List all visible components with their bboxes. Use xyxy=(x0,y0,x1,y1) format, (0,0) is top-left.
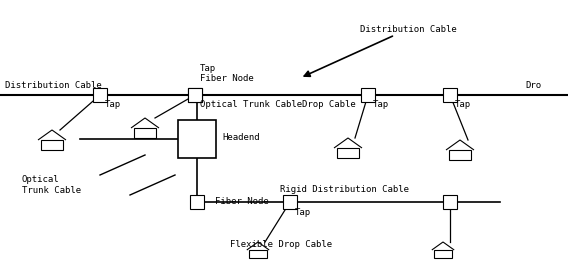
Bar xyxy=(249,250,267,258)
Bar xyxy=(188,88,202,102)
Text: Fiber Node: Fiber Node xyxy=(200,74,254,83)
Bar xyxy=(443,88,457,102)
Text: Rigid Distribution Cable: Rigid Distribution Cable xyxy=(280,185,409,194)
Bar xyxy=(41,140,63,150)
Text: Tap: Tap xyxy=(373,100,389,109)
Text: Distribution Cable: Distribution Cable xyxy=(360,25,457,34)
Text: Drop Cable: Drop Cable xyxy=(302,100,356,109)
Text: Tap: Tap xyxy=(455,100,471,109)
Text: Dro: Dro xyxy=(525,81,541,90)
Bar xyxy=(361,88,375,102)
Text: Distribution Cable: Distribution Cable xyxy=(5,81,102,90)
Bar xyxy=(190,195,204,209)
Text: Optical Trunk Cable: Optical Trunk Cable xyxy=(200,100,302,109)
Bar xyxy=(283,195,297,209)
Text: Tap: Tap xyxy=(295,208,311,217)
Text: Tap: Tap xyxy=(105,100,121,109)
Bar xyxy=(178,120,216,158)
Bar xyxy=(337,148,359,158)
Text: Headend: Headend xyxy=(222,133,260,143)
Bar xyxy=(188,88,202,102)
Bar xyxy=(93,88,107,102)
Bar xyxy=(443,195,457,209)
Text: Flexible Drop Cable: Flexible Drop Cable xyxy=(230,240,332,249)
Bar xyxy=(434,250,452,258)
Bar xyxy=(134,128,156,138)
Text: Tap: Tap xyxy=(200,64,216,73)
Text: Fiber Node: Fiber Node xyxy=(215,197,269,207)
Text: Optical
Trunk Cable: Optical Trunk Cable xyxy=(22,175,81,195)
Bar xyxy=(449,150,471,160)
